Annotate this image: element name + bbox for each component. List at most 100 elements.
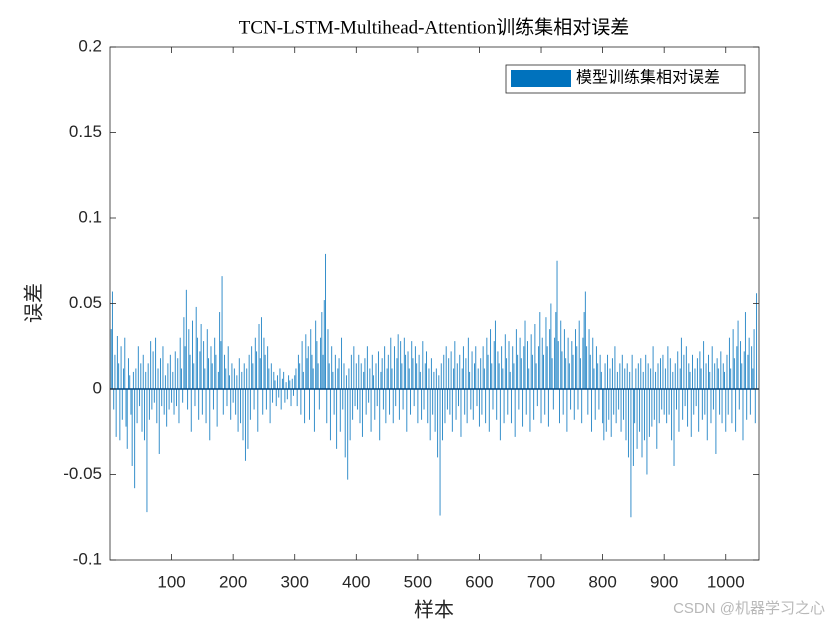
bar bbox=[487, 354, 489, 389]
bar bbox=[419, 371, 421, 389]
chart-title: TCN-LSTM-Multihead-Attention训练集相对误差 bbox=[239, 16, 630, 38]
bar bbox=[299, 363, 301, 389]
bar bbox=[325, 253, 327, 389]
bar bbox=[304, 389, 306, 424]
bar bbox=[320, 337, 322, 389]
bar bbox=[269, 389, 271, 424]
bar bbox=[634, 389, 636, 424]
bar bbox=[706, 389, 708, 441]
bar bbox=[355, 363, 357, 389]
bar bbox=[458, 389, 460, 407]
bar bbox=[442, 389, 443, 441]
bar bbox=[444, 389, 446, 424]
bar bbox=[141, 389, 143, 432]
bar bbox=[283, 371, 285, 389]
bar bbox=[699, 351, 701, 389]
bar bbox=[305, 334, 307, 389]
bar bbox=[375, 363, 377, 389]
bar bbox=[159, 358, 161, 389]
bar bbox=[125, 389, 127, 427]
bar bbox=[621, 354, 623, 389]
bar bbox=[111, 291, 113, 389]
bar bbox=[539, 312, 541, 389]
bar bbox=[448, 358, 450, 389]
bar bbox=[459, 354, 461, 389]
bar bbox=[296, 389, 298, 407]
bar bbox=[402, 389, 404, 410]
bar bbox=[579, 358, 581, 389]
bar bbox=[401, 363, 403, 389]
bar bbox=[491, 363, 493, 389]
bar bbox=[614, 346, 616, 389]
bar bbox=[334, 354, 336, 389]
bar bbox=[438, 375, 440, 389]
bar bbox=[573, 389, 575, 420]
bar bbox=[240, 389, 242, 424]
bar bbox=[192, 320, 194, 389]
bar bbox=[318, 389, 320, 410]
bar bbox=[446, 389, 448, 410]
bar bbox=[169, 354, 171, 389]
bar bbox=[565, 358, 567, 389]
x-tick-label: 100 bbox=[157, 572, 185, 591]
bar bbox=[297, 354, 299, 389]
bar bbox=[381, 358, 383, 389]
bar bbox=[178, 389, 180, 424]
bar bbox=[416, 363, 418, 389]
bar bbox=[198, 389, 200, 420]
bar bbox=[499, 389, 501, 441]
bar bbox=[588, 329, 590, 389]
bar bbox=[703, 341, 705, 389]
bar bbox=[629, 371, 631, 389]
bar bbox=[180, 368, 182, 389]
bar bbox=[603, 389, 605, 441]
bar bbox=[602, 389, 604, 424]
bar bbox=[684, 389, 686, 407]
bar bbox=[224, 354, 226, 389]
bar bbox=[247, 389, 249, 449]
bar bbox=[725, 389, 727, 432]
bar bbox=[455, 389, 457, 420]
bar bbox=[281, 378, 283, 389]
bar bbox=[650, 368, 652, 389]
bar bbox=[244, 389, 246, 461]
bar bbox=[237, 389, 239, 432]
bar bbox=[481, 389, 483, 415]
bar bbox=[700, 368, 702, 389]
bar bbox=[333, 389, 335, 415]
bar bbox=[517, 354, 519, 389]
bar bbox=[659, 358, 661, 389]
bar bbox=[110, 329, 112, 389]
bar bbox=[435, 368, 437, 389]
bar bbox=[151, 389, 153, 410]
bar bbox=[156, 389, 158, 424]
bar bbox=[439, 389, 441, 516]
bar bbox=[497, 351, 499, 389]
x-tick-label: 400 bbox=[342, 572, 370, 591]
bar bbox=[655, 371, 657, 389]
bar bbox=[217, 371, 219, 389]
bar bbox=[549, 329, 551, 389]
bar bbox=[656, 389, 658, 449]
bar bbox=[307, 346, 309, 389]
bar bbox=[376, 389, 378, 407]
bar bbox=[575, 329, 576, 389]
bar bbox=[407, 351, 409, 389]
bar bbox=[610, 389, 612, 437]
bar bbox=[509, 371, 511, 389]
bar bbox=[501, 346, 503, 389]
x-tick-label: 700 bbox=[527, 572, 555, 591]
bar bbox=[398, 389, 400, 420]
bar bbox=[131, 389, 133, 466]
bar bbox=[406, 389, 408, 432]
bar bbox=[597, 363, 599, 389]
bar bbox=[343, 363, 345, 389]
bar bbox=[467, 337, 469, 389]
bar bbox=[524, 320, 526, 389]
bar bbox=[607, 354, 609, 389]
bar bbox=[235, 389, 237, 415]
bar bbox=[317, 363, 319, 389]
bar bbox=[167, 363, 169, 389]
bar bbox=[352, 389, 354, 420]
bar bbox=[675, 389, 677, 410]
